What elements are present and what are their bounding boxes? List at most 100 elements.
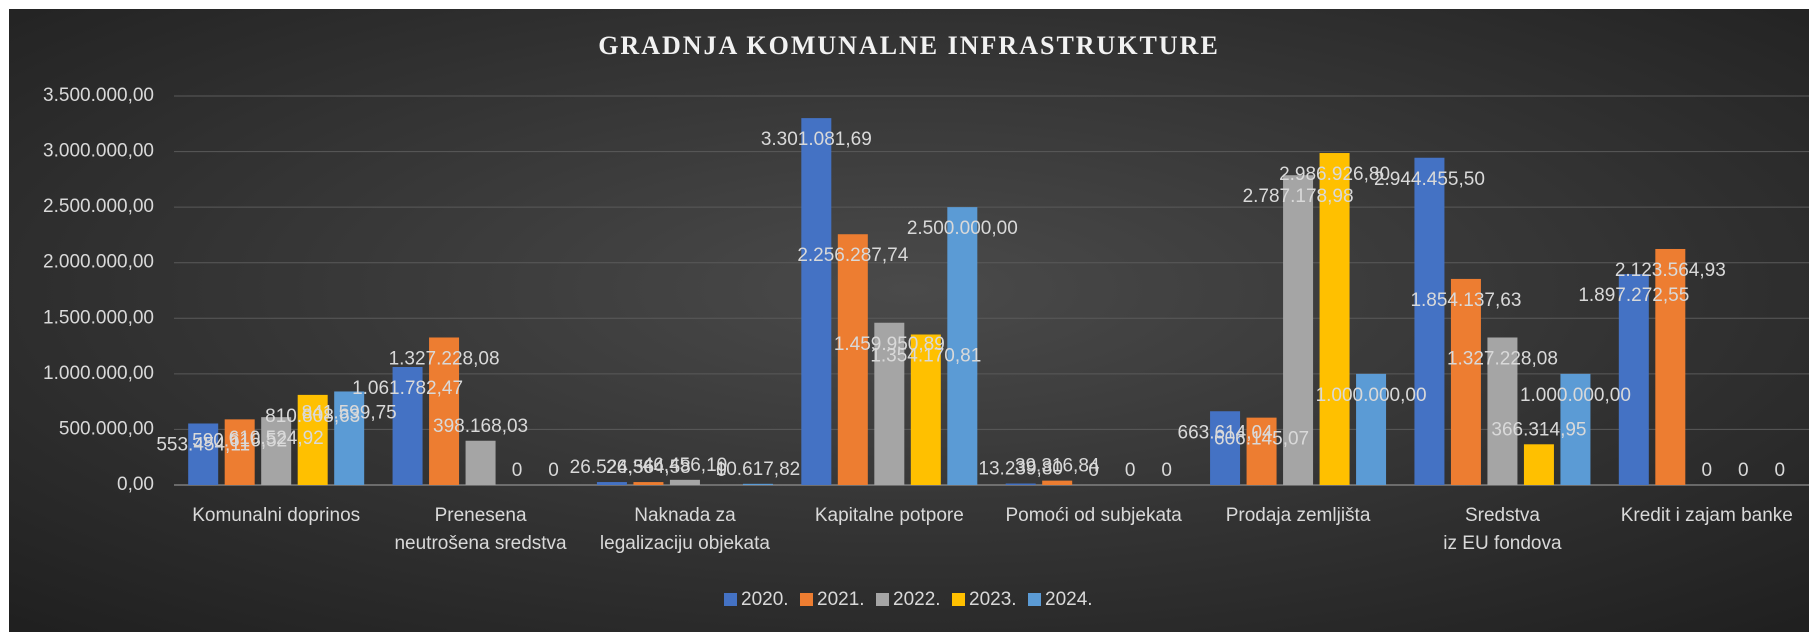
bar (1560, 373, 1591, 485)
y-tick-label: 3.500.000,00 (43, 85, 154, 106)
data-label: 0 (1702, 460, 1713, 481)
x-tick-label: Komunalni doprinos (192, 505, 360, 526)
bar (429, 337, 460, 485)
x-tick-label: Prenesena neutrošena sredstva (394, 505, 567, 554)
legend-label: 2023. (969, 589, 1017, 610)
bar (1450, 278, 1481, 485)
data-label: 610.524,92 (229, 428, 324, 449)
data-label: 366.314,95 (1491, 419, 1586, 440)
legend-swatch (1028, 593, 1041, 606)
bar (188, 423, 219, 485)
bar (1283, 175, 1314, 485)
y-tick-label: 2.000.000,00 (43, 252, 154, 273)
y-tick-label: 0,00 (117, 474, 154, 495)
data-label: 0 (1738, 460, 1749, 481)
data-label: 39.316,84 (1015, 456, 1100, 477)
legend: 2020. 2021. 2022. 2023. 2024. (724, 589, 1093, 610)
bar (1618, 274, 1649, 485)
bar (1487, 337, 1518, 485)
data-label: 0 (716, 460, 727, 481)
bar (1414, 157, 1445, 485)
data-label: 13.239,80 (978, 459, 1063, 480)
legend-label: 2024. (1045, 589, 1093, 610)
data-label: 0 (1161, 460, 1172, 481)
bar (297, 394, 328, 485)
data-label: 1.897.272,55 (1578, 285, 1689, 306)
data-label: 3.301.081,69 (761, 129, 872, 150)
data-label: 1.854.137,63 (1410, 290, 1521, 311)
x-tick-label: Kapitalne potpore (815, 505, 964, 526)
data-label: 10.617,82 (716, 459, 801, 480)
data-label: 26.364,58 (606, 457, 691, 478)
bar (742, 483, 773, 485)
data-label: 0 (1088, 460, 1099, 481)
bar (1523, 444, 1554, 485)
bar (910, 334, 941, 485)
data-label: 0 (1125, 460, 1136, 481)
y-tick-label: 2.500.000,00 (43, 196, 154, 217)
legend-label: 2022. (893, 589, 941, 610)
bar (1356, 373, 1387, 485)
data-label: 810.808,63 (265, 406, 360, 427)
data-label: 2.256.287,74 (797, 245, 908, 266)
legend-label: 2021. (817, 589, 865, 610)
bar (1655, 248, 1686, 485)
bar (596, 482, 627, 485)
y-tick-label: 1.500.000,00 (43, 307, 154, 328)
legend-swatch (952, 593, 965, 606)
x-tick-label: Kredit i zajam banke (1621, 505, 1793, 526)
x-tick-label: Pomoći od subjekata (1005, 505, 1182, 526)
y-tick-label: 500.000,00 (59, 418, 154, 439)
y-tick-label: 1.000.000,00 (43, 363, 154, 384)
bar (392, 366, 423, 485)
data-label: 1.327.228,08 (1447, 349, 1558, 370)
data-label: 46.456,10 (643, 455, 728, 476)
data-label: 2.500.000,00 (907, 218, 1018, 239)
data-label: 2.787.178,98 (1243, 186, 1354, 207)
legend-swatch (876, 593, 889, 606)
bar (1005, 483, 1036, 485)
data-label: 398.168,03 (433, 416, 528, 437)
data-label: 1.327.228,08 (389, 349, 500, 370)
data-label: 606.145,07 (1214, 429, 1309, 450)
bar (1319, 153, 1350, 485)
data-label: 1.000.000,00 (1520, 385, 1631, 406)
data-label: 0 (548, 460, 559, 481)
data-label: 0 (512, 460, 523, 481)
x-tick-label: Naknada za legalizaciju objekata (600, 505, 770, 554)
bar (334, 391, 365, 485)
data-label: 663.614,04 (1178, 422, 1274, 443)
bar (633, 482, 664, 485)
bar (1042, 480, 1073, 485)
data-label: 1.354.170,81 (870, 346, 981, 367)
data-label: 1.061.782,47 (352, 378, 463, 399)
data-label: 2.944.455,50 (1374, 169, 1485, 190)
bar (1210, 411, 1241, 485)
bar (261, 417, 292, 485)
data-label: 553.454,11 (156, 435, 250, 456)
bar (1246, 417, 1277, 485)
data-label: 1.459.950,89 (834, 334, 945, 355)
x-tick-label: Prodaja zemljišta (1226, 505, 1371, 526)
data-label: 590.616,52 (192, 430, 287, 451)
bar (837, 234, 868, 485)
bar (465, 440, 496, 485)
data-label: 2.986.926,80 (1279, 164, 1390, 185)
bar (669, 479, 700, 485)
legend-swatch (724, 593, 737, 606)
data-label: 2.123.564,93 (1615, 260, 1726, 281)
y-tick-label: 3.000.000,00 (43, 141, 154, 162)
data-label: 841.599,75 (302, 402, 397, 423)
bar (947, 207, 978, 485)
bar (224, 419, 255, 485)
legend-label: 2020. (741, 589, 789, 610)
bar (801, 118, 832, 486)
legend-swatch (800, 593, 813, 606)
bar (874, 322, 905, 485)
chart-title: GRADNJA KOMUNALNE INFRASTRUKTURE (598, 31, 1220, 60)
data-label: 26.524,56 (570, 457, 655, 478)
x-tick-label: Sredstva iz EU fondova (1443, 505, 1562, 554)
data-label: 1.000.000,00 (1316, 385, 1427, 406)
chart-background (9, 9, 1809, 632)
